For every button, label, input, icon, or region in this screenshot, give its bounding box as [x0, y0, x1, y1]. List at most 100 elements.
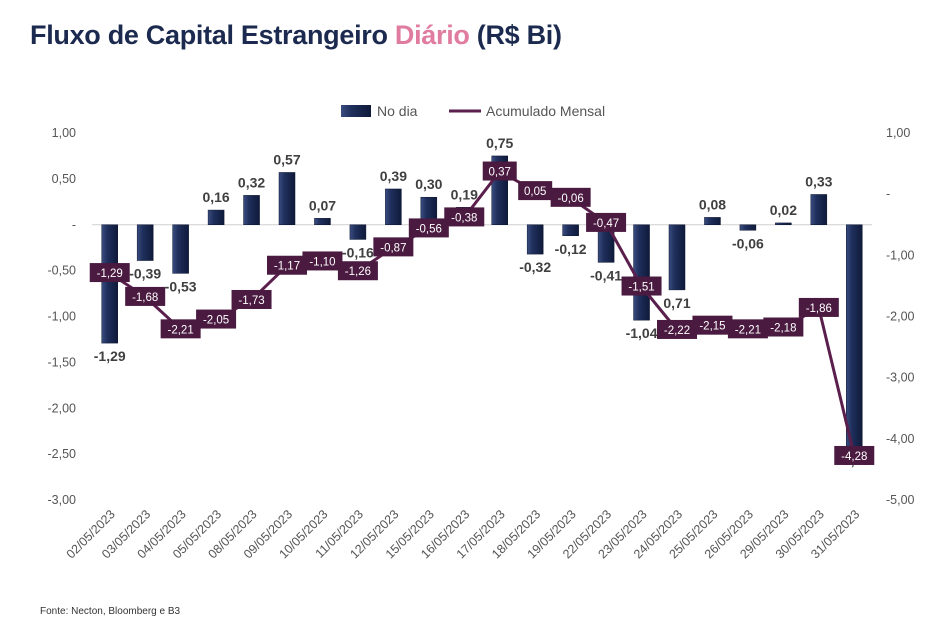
right-tick-label: -4,00: [886, 432, 915, 446]
bar-value-label: -1,29: [94, 348, 126, 364]
line-label-box: [657, 319, 697, 339]
line-label-box: [196, 309, 237, 329]
bar-value-label: 0,32: [238, 174, 265, 190]
bar-19/05/2023: [562, 224, 579, 237]
line-value-label: -1,26: [345, 266, 371, 278]
bar-value-label: 0,19: [451, 186, 478, 202]
source-note: Fonte: Necton, Bloomberg e B3: [40, 606, 181, 617]
bar-11/05/2023: [349, 224, 367, 240]
line-label-box: [482, 161, 517, 181]
title-unit: (R$ Bi): [469, 20, 562, 50]
bar-value-label: 0,39: [380, 168, 407, 184]
line-value-label: -2,05: [203, 315, 229, 327]
line-value-label: -0,38: [451, 212, 477, 224]
bar-series: [101, 155, 863, 448]
bar-26/05/2023: [739, 224, 757, 231]
line-label-box: [763, 317, 804, 337]
right-tick-label: -3,00: [886, 371, 915, 385]
line-value-label: -0,87: [380, 242, 406, 254]
line-value-label: -1,17: [274, 261, 300, 273]
line-labels: -1,29 -1,68 -2,21 -2,05 -1,73 -1,17 -1,10 -1,26…: [89, 161, 875, 465]
line-value-label: 0,05: [524, 186, 546, 198]
line-label-box: [834, 445, 875, 465]
line-label-box: [89, 263, 130, 283]
line-label-box: [302, 251, 343, 271]
bar-29/05/2023: [775, 222, 792, 225]
line-label-box: [550, 187, 591, 207]
bar-value-label: -0,12: [555, 241, 587, 257]
bar-value-label: -0,39: [129, 266, 161, 282]
bar-value-label: -0,32: [519, 259, 551, 275]
line-label-box: [798, 297, 839, 317]
line-value-label: -2,18: [770, 323, 796, 335]
line-value-label: 0,37: [489, 167, 511, 179]
line-value-label: -1,86: [806, 303, 832, 315]
line-value-label: -2,21: [168, 324, 194, 336]
left-tick-label: 0,50: [52, 172, 76, 186]
bar-value-label: 0,02: [770, 202, 797, 218]
line-label-box: [231, 289, 272, 309]
line-value-label: -1,68: [132, 292, 158, 304]
line-label-box: [727, 319, 768, 339]
bar-value-label: -1,04: [626, 325, 658, 341]
legend: No dia Acumulado Mensal: [341, 103, 605, 119]
line-label-box: [518, 181, 553, 201]
bar-value-label: 0,71: [663, 295, 690, 311]
left-axis: 1,00 0,50 - -0,50 -1,00 -1,50 -2,00 -2,50 -3,00: [48, 126, 872, 507]
line-label-box: [373, 237, 414, 257]
right-tick-label: -: [886, 187, 890, 201]
bar-31/05/2023: [846, 224, 863, 448]
right-axis: 1,00 - -1,00 -2,00 -3,00 -4,00 -5,00: [886, 126, 915, 507]
line-value-label: -0,47: [593, 218, 619, 230]
bar-23/05/2023: [633, 224, 650, 321]
bar-value-label: -0,41: [590, 267, 622, 283]
bar-value-label: 0,16: [202, 189, 229, 205]
right-tick-label: 1,00: [886, 126, 910, 140]
x-axis-labels: 02/05/202303/05/202304/05/202305/05/2023…: [64, 507, 863, 561]
line-label-box: [408, 218, 449, 238]
bar-value-label: 0,08: [699, 196, 726, 212]
left-tick-label: -: [72, 218, 76, 232]
line-value-label: -4,28: [841, 451, 867, 463]
legend-swatch-bar: [341, 105, 371, 117]
bar-18/05/2023: [526, 224, 544, 255]
line-value-label: -1,10: [309, 256, 335, 268]
left-tick-label: 1,00: [52, 126, 76, 140]
line-value-label: -2,22: [664, 325, 690, 337]
chart-title: Fluxo de Capital Estrangeiro Diário (R$ …: [30, 20, 562, 51]
line-label-box: [692, 315, 733, 335]
bar-25/05/2023: [704, 217, 721, 226]
line-value-label: -2,15: [699, 321, 725, 333]
bar-value-label: 0,07: [309, 197, 336, 213]
bar-value-label: 0,75: [486, 135, 513, 151]
bar-labels: -1,29 -0,39-0,53 0,16 0,32 0,57 0,07 -0,16 0,39…: [94, 135, 871, 468]
line-label-box: [586, 212, 627, 232]
bar-10/05/2023: [314, 218, 331, 225]
bar-09/05/2023: [278, 172, 296, 225]
line-value-label: -0,06: [558, 193, 584, 205]
bar-value-label: -0,53: [165, 278, 197, 294]
right-tick-label: -5,00: [886, 493, 915, 507]
line-label-box: [125, 286, 166, 306]
bar-30/05/2023: [810, 194, 828, 226]
line-label-box: [444, 207, 485, 227]
bar-08/05/2023: [243, 195, 260, 225]
bar-04/05/2023: [172, 224, 189, 274]
bar-value-label: -0,06: [732, 235, 764, 251]
bar-12/05/2023: [385, 188, 402, 225]
bar-value-label: 0,30: [415, 176, 442, 192]
bar-03/05/2023: [136, 224, 154, 261]
bar-05/05/2023: [207, 209, 225, 226]
bar-02/05/2023: [101, 224, 118, 344]
legend-label-bar: No dia: [377, 103, 418, 119]
left-tick-label: -1,50: [48, 355, 77, 369]
title-accent: Diário: [394, 20, 470, 50]
legend-label-line: Acumulado Mensal: [486, 103, 605, 119]
left-tick-label: -2,50: [48, 447, 77, 461]
line-label-box: [621, 276, 662, 296]
right-tick-label: -1,00: [886, 248, 915, 262]
left-tick-label: -1,00: [48, 310, 77, 324]
right-tick-label: -2,00: [886, 310, 915, 324]
line-label-box: [267, 255, 307, 275]
